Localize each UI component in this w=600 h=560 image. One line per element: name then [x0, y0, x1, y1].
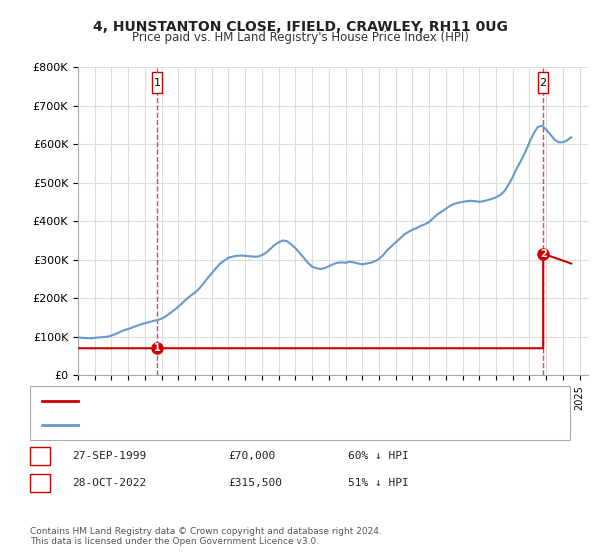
Text: 4, HUNSTANTON CLOSE, IFIELD, CRAWLEY, RH11 0UG (detached house): 4, HUNSTANTON CLOSE, IFIELD, CRAWLEY, RH…	[84, 396, 457, 407]
Text: 1: 1	[154, 343, 161, 353]
Text: Contains HM Land Registry data © Crown copyright and database right 2024.
This d: Contains HM Land Registry data © Crown c…	[30, 526, 382, 546]
Text: 2: 2	[539, 78, 547, 87]
Text: 4, HUNSTANTON CLOSE, IFIELD, CRAWLEY, RH11 0UG: 4, HUNSTANTON CLOSE, IFIELD, CRAWLEY, RH…	[92, 20, 508, 34]
Text: 1: 1	[35, 451, 43, 461]
Text: 27-SEP-1999: 27-SEP-1999	[72, 451, 146, 461]
Text: HPI: Average price, detached house, Crawley: HPI: Average price, detached house, Craw…	[84, 419, 319, 430]
Text: £315,500: £315,500	[228, 478, 282, 488]
FancyBboxPatch shape	[538, 72, 548, 94]
Text: 28-OCT-2022: 28-OCT-2022	[72, 478, 146, 488]
Text: Price paid vs. HM Land Registry's House Price Index (HPI): Price paid vs. HM Land Registry's House …	[131, 31, 469, 44]
Text: 60% ↓ HPI: 60% ↓ HPI	[348, 451, 409, 461]
Text: 2: 2	[35, 478, 43, 488]
Text: 51% ↓ HPI: 51% ↓ HPI	[348, 478, 409, 488]
Text: 1: 1	[154, 78, 161, 87]
Text: 2: 2	[540, 249, 547, 259]
Text: £70,000: £70,000	[228, 451, 275, 461]
FancyBboxPatch shape	[152, 72, 162, 94]
